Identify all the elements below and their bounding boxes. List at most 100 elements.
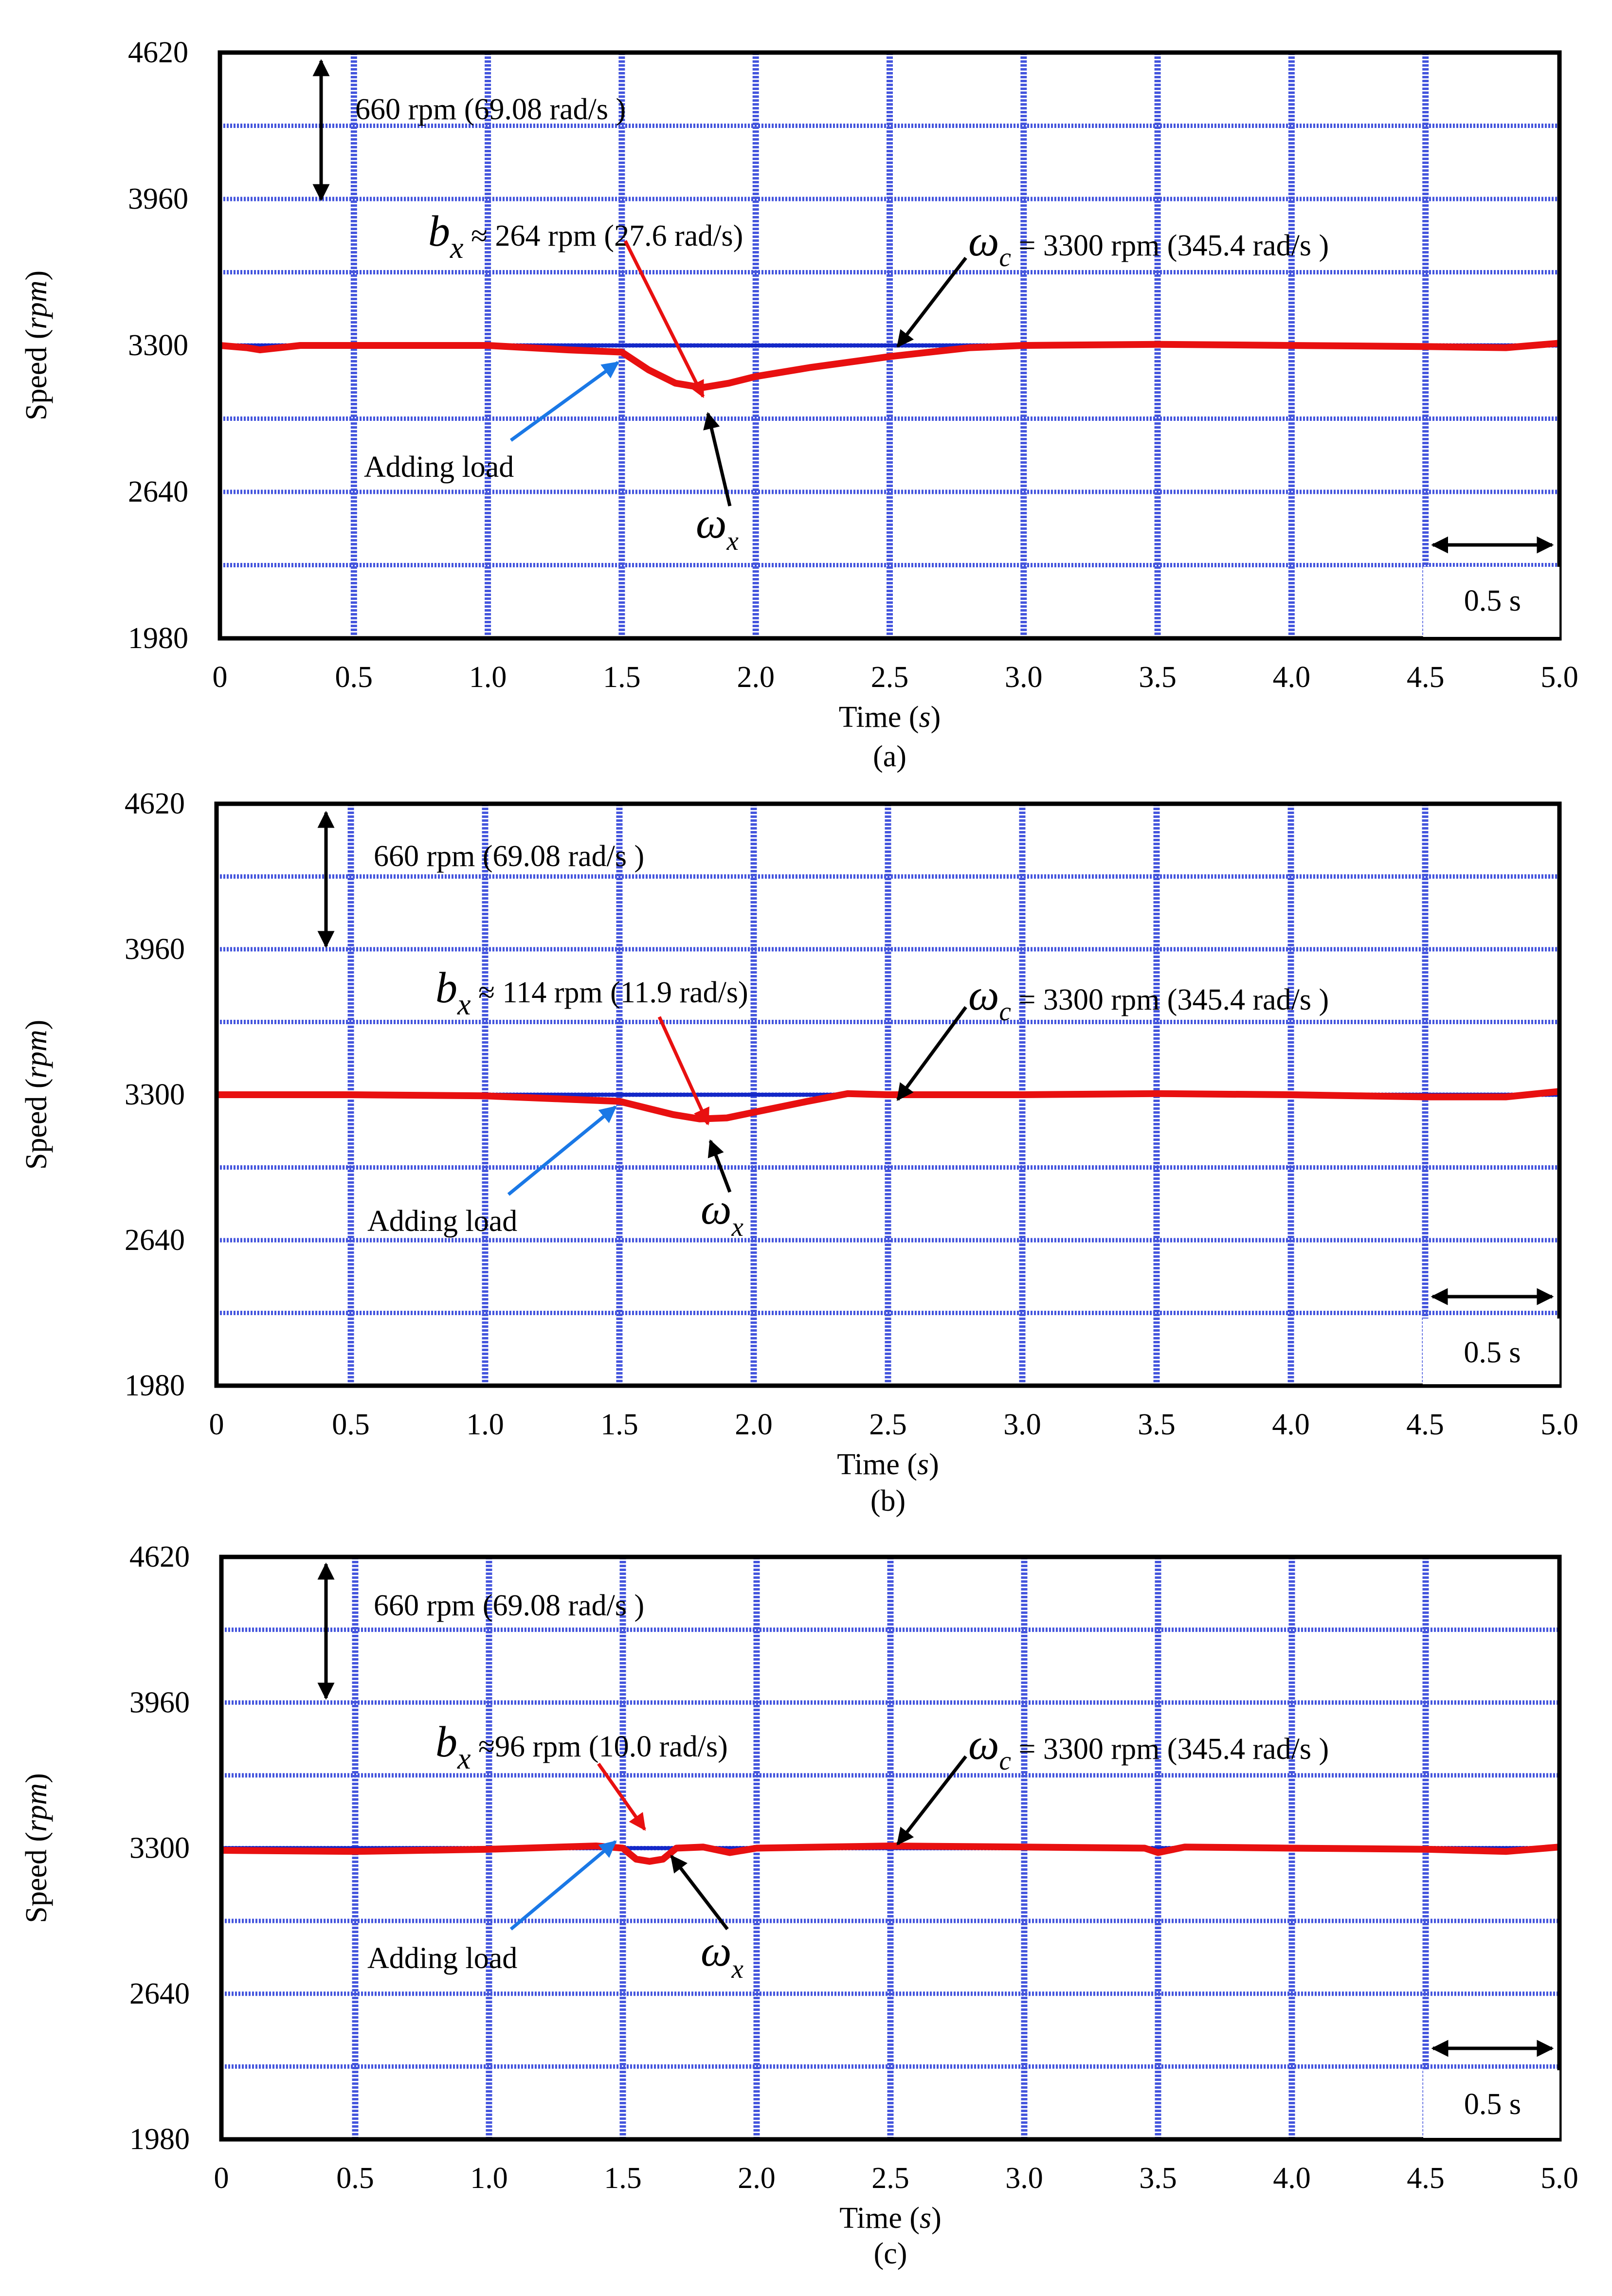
y-tick-label: 2640	[129, 1977, 190, 2010]
x-tick-label: 1.0	[470, 2162, 508, 2195]
wx-label: ωx	[696, 499, 739, 556]
time-scale-label: 0.5 s	[1464, 1336, 1521, 1369]
x-tick-label: 0	[213, 661, 228, 694]
x-tick-label: 2.5	[871, 2162, 909, 2195]
data-point	[729, 1851, 731, 1854]
adding-load-arrow	[507, 1105, 617, 1196]
wc-symbol: ω	[968, 217, 999, 265]
y-tick-label: 4620	[129, 1540, 190, 1573]
adding-load-arrow	[509, 1840, 617, 1931]
x-tick-label: 3.0	[1003, 1408, 1041, 1441]
data-point	[1291, 1847, 1293, 1849]
panel-label: (b)	[870, 1484, 906, 1518]
y-axis-label-text: Speed	[20, 1849, 53, 1923]
x-tick-label: 4.5	[1406, 1408, 1444, 1441]
paren: (	[902, 2202, 920, 2235]
y-tick-label: 1980	[129, 2123, 190, 2156]
bx-subscript: x	[457, 1742, 471, 1775]
wx-subscript: x	[731, 1954, 744, 1984]
wc-symbol: ω	[968, 1720, 999, 1769]
paren: )	[20, 1773, 53, 1783]
y-tick-label: 3300	[129, 1832, 190, 1865]
x-tick-label: 1.5	[604, 2162, 642, 2195]
x-tick-label: 4.0	[1273, 661, 1311, 694]
y-tick-label: 3300	[125, 1078, 185, 1111]
bx-label: bx ≈96 rpm (10.0 rad/s)	[435, 1718, 728, 1775]
bx-symbol: b	[428, 207, 450, 255]
bx-symbol: b	[435, 1718, 457, 1766]
data-point	[728, 382, 730, 384]
wc-value: = 3300 rpm (345.4 rad/s )	[1011, 229, 1329, 262]
x-axis-label: Time (s)	[839, 701, 941, 734]
wx-symbol: ω	[696, 499, 727, 547]
bx-arrow	[597, 1762, 646, 1831]
y-tick-label: 1980	[128, 622, 188, 655]
y-axis-unit: rpm	[20, 1783, 53, 1832]
data-point	[969, 346, 971, 349]
data-point	[645, 1107, 648, 1109]
chart-panel-b: 1980 2640 3300 3960 4620 0 0.5 1.0 1.5 2.0 2.5 3.0 3…	[20, 787, 1578, 1518]
y-tick-label: 4620	[128, 36, 188, 69]
panel-label: (a)	[873, 740, 906, 773]
x-tick-label: 5.0	[1540, 661, 1578, 694]
data-point	[1022, 344, 1025, 346]
x-axis-label: Time (s)	[839, 2202, 942, 2235]
x-axis-label-text: Time	[839, 701, 902, 734]
data-point	[354, 1850, 356, 1853]
bx-arrow	[623, 240, 705, 398]
plot-frame	[217, 50, 1562, 641]
x-tick-label: 3.5	[1138, 1408, 1176, 1441]
data-point	[618, 1100, 620, 1103]
data-point	[1157, 343, 1159, 345]
x-tick-label: 2.0	[737, 661, 775, 694]
plot-frame	[214, 801, 1562, 1388]
x-tick-label: 5.0	[1540, 1408, 1578, 1441]
x-tick-label: 3.0	[1005, 661, 1043, 694]
data-point	[259, 349, 261, 351]
data-point	[725, 1117, 728, 1119]
y-tick-label: 2640	[125, 1224, 185, 1257]
data-point	[806, 1100, 809, 1103]
x-tick-label: 0.5	[336, 2162, 374, 2195]
bx-value: ≈ 264 rpm (27.6 rad/s)	[464, 219, 743, 253]
wx-symbol: ω	[701, 1185, 732, 1233]
data-point	[1021, 1094, 1023, 1096]
bx-arrow	[657, 1016, 710, 1126]
range-label: 660 rpm (69.08 rad/s )	[355, 93, 626, 126]
paren: (	[20, 1832, 53, 1849]
x-axis-unit: s	[919, 701, 931, 734]
wx-arrow	[670, 1855, 729, 1931]
x-tick-label: 4.5	[1407, 661, 1445, 694]
data-point	[672, 1113, 674, 1116]
data-point	[353, 344, 355, 346]
time-scale-label: 0.5 s	[1464, 584, 1521, 617]
scale-box	[1423, 567, 1559, 637]
y-axis-unit: rpm	[20, 1030, 53, 1079]
data-point	[1184, 1846, 1186, 1848]
panel-label: (c)	[874, 2237, 907, 2270]
data-point	[1290, 344, 1293, 346]
plot-frame	[219, 1555, 1562, 2142]
bx-value: ≈96 rpm (10.0 rad/s)	[471, 1730, 728, 1763]
data-point	[701, 386, 704, 389]
data-point	[1143, 1847, 1146, 1849]
x-tick-label: 1.0	[469, 661, 507, 694]
data-point	[662, 1858, 664, 1861]
data-point	[887, 1094, 889, 1096]
data-point	[350, 1094, 352, 1096]
data-point	[649, 1860, 651, 1862]
x-tick-label: 1.5	[600, 1408, 638, 1441]
data-point	[699, 1118, 701, 1120]
x-tick-label: 2.0	[738, 2162, 776, 2195]
y-axis-label-text: Speed	[20, 347, 53, 421]
y-axis-label: Speed (rpm)	[20, 271, 53, 420]
bx-symbol: b	[435, 964, 457, 1012]
data-point	[299, 344, 302, 346]
data-point	[1504, 1096, 1507, 1098]
data-point	[753, 1111, 755, 1114]
wx-label: ωx	[701, 1185, 744, 1242]
x-tick-label: 1.5	[603, 661, 641, 694]
data-point	[595, 1844, 597, 1847]
chart-panel-c: 1980 2640 3300 3960 4620 0 0.5 1.0 1.5 2.0 2.5 3.0 3…	[20, 1540, 1578, 2270]
